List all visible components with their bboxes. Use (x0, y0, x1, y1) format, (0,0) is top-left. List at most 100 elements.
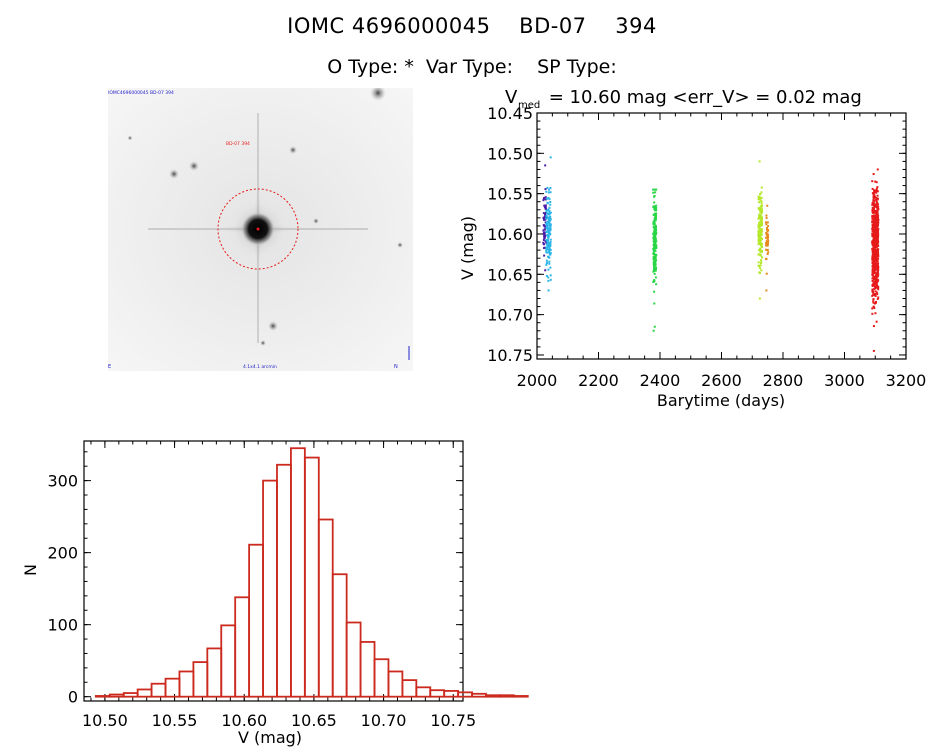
lc-data-point (876, 262, 879, 265)
lc-data-point (547, 244, 550, 247)
lc-data-point (874, 268, 877, 271)
lc-data-point (545, 224, 548, 227)
lc-data-point (548, 242, 551, 245)
lc-data-point (873, 281, 876, 284)
lc-data-point (654, 263, 657, 266)
lc-data-point (548, 219, 551, 222)
lc-data-point (766, 230, 769, 233)
lc-data-point (873, 230, 876, 233)
lc-data-point (549, 244, 552, 247)
lc-data-point (874, 221, 877, 224)
lc-data-point (760, 246, 763, 249)
lc-data-point (545, 246, 548, 249)
lc-data-point (872, 173, 875, 176)
lc-data-point (767, 229, 770, 232)
lc-data-point (543, 224, 546, 227)
lc-data-point (872, 305, 875, 308)
light-curve-title-v: V (505, 87, 518, 108)
lc-data-point (653, 235, 656, 238)
lc-data-point (877, 296, 880, 299)
lc-data-point (546, 222, 549, 225)
lc-data-point (766, 237, 769, 240)
lc-data-point (652, 240, 655, 243)
lc-data-point (544, 212, 547, 215)
lc-data-point (654, 209, 657, 212)
lc-data-point (549, 203, 552, 206)
lc-data-point (653, 233, 656, 236)
lc-data-point (544, 269, 547, 272)
lc-data-point (872, 235, 875, 238)
lc-data-point (877, 221, 880, 224)
lc-data-point (760, 249, 763, 252)
lc-data-point (876, 285, 879, 288)
lc-data-point (872, 276, 875, 279)
lc-data-point (871, 209, 874, 212)
lc-data-point (547, 256, 550, 259)
light-curve-ylabel: V (mag) (458, 216, 477, 280)
lc-data-point (547, 218, 550, 221)
lc-data-point (873, 223, 876, 226)
lc-data-point (758, 265, 761, 268)
lc-data-point (652, 251, 655, 254)
lc-data-point (547, 213, 550, 216)
svg-text:E: E (108, 364, 111, 370)
lc-data-point (653, 253, 656, 256)
lc-data-point (760, 186, 763, 189)
lc-data-point (547, 224, 550, 227)
lc-data-point (876, 259, 879, 262)
lc-data-point (759, 242, 762, 245)
lc-data-point (543, 233, 546, 236)
lc-data-point (877, 223, 880, 226)
lc-data-point (761, 256, 764, 259)
lc-data-point (766, 243, 769, 246)
lc-data-point (875, 236, 878, 239)
lc-data-point (547, 236, 550, 239)
lc-data-point (766, 221, 769, 224)
lc-data-point (654, 214, 657, 217)
lc-data-point (652, 213, 655, 216)
lc-data-point (872, 272, 875, 275)
lc-data-point (877, 236, 880, 239)
lc-data-point (873, 210, 876, 213)
lc-data-point (876, 272, 879, 275)
lc-data-point (760, 206, 763, 209)
lc-data-point (543, 218, 546, 221)
lc-data-point (547, 251, 550, 254)
lc-data-point (548, 188, 551, 191)
lc-data-point (654, 231, 657, 234)
lc-data-point (874, 275, 877, 278)
lc-data-point (765, 232, 768, 235)
lc-data-point (653, 201, 656, 204)
lc-data-point (874, 180, 877, 183)
lc-data-point (759, 223, 762, 226)
lc-data-point (871, 230, 874, 233)
lc-data-point (872, 222, 875, 225)
lc-data-point (872, 262, 875, 265)
lc-data-point (876, 251, 879, 254)
lc-data-point (542, 212, 545, 215)
lc-data-point (875, 213, 878, 216)
lc-data-point (876, 214, 879, 217)
lc-data-point (765, 223, 768, 226)
lc-data-point (871, 220, 874, 223)
lc-data-point (876, 209, 879, 212)
lc-data-point (759, 247, 762, 250)
lc-data-point (760, 222, 763, 225)
lc-data-point (548, 228, 551, 231)
lc-data-point (652, 205, 655, 208)
lc-data-point (760, 212, 763, 215)
lc-data-point (758, 297, 761, 300)
lc-data-point (871, 307, 874, 310)
finder-chart-image: IOMC4696000045 BD-07 394 BD-07 394 4.1x4… (108, 88, 413, 371)
lc-data-point (767, 225, 770, 228)
lc-data-point (877, 244, 880, 247)
lc-data-point (759, 267, 762, 270)
lc-data-point (760, 259, 763, 262)
lc-data-point (758, 220, 761, 223)
lc-data-point (766, 234, 769, 237)
lc-data-point (766, 252, 769, 255)
lc-data-point (871, 290, 874, 293)
lc-data-point (872, 265, 875, 268)
lc-data-point (654, 249, 657, 252)
lc-data-point (549, 211, 552, 214)
